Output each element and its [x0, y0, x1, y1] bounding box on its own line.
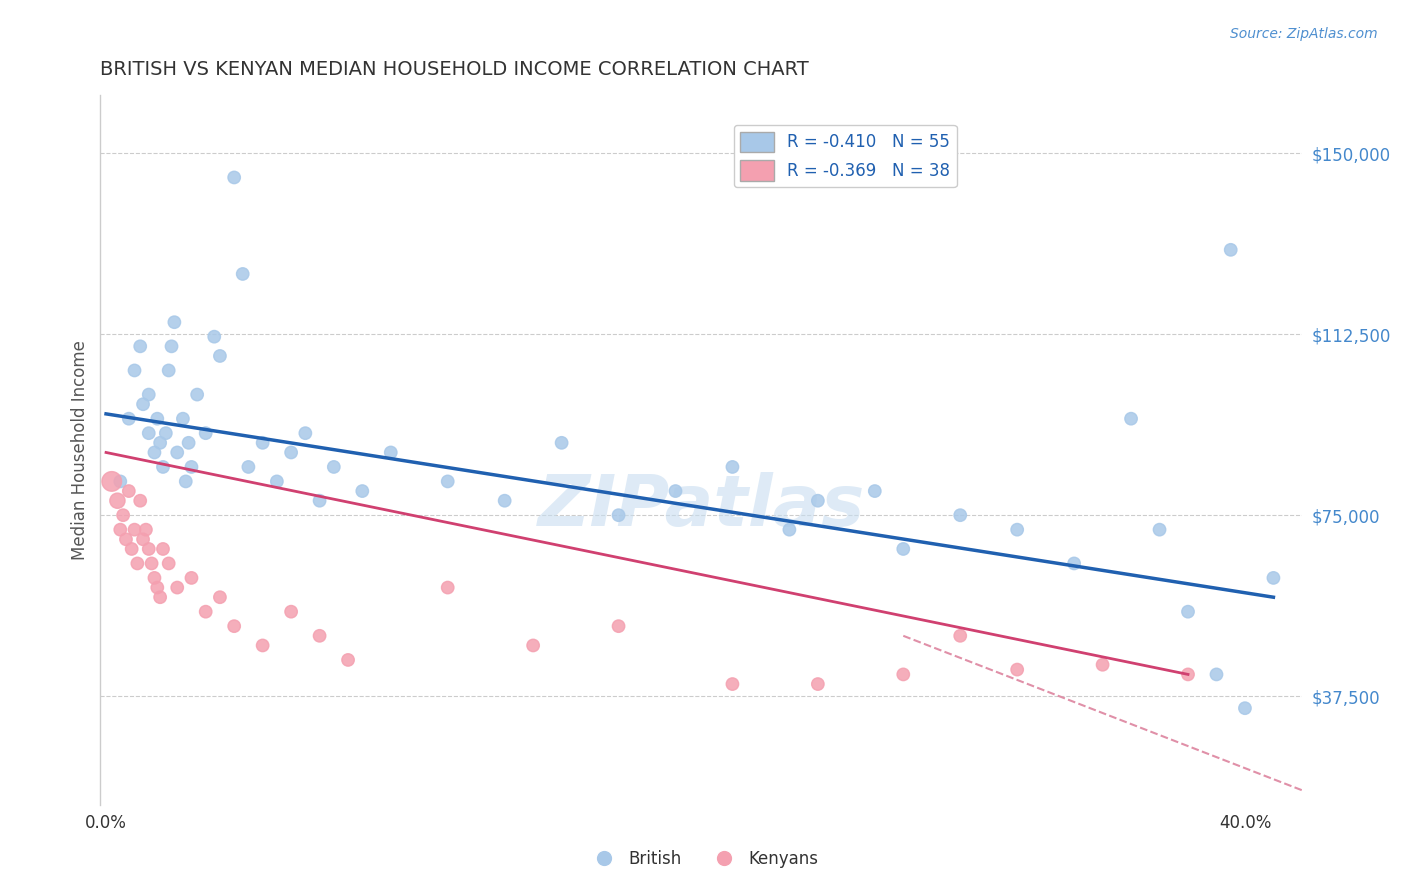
Point	[352, 484, 374, 499]
Point	[157, 363, 180, 377]
Point	[308, 493, 330, 508]
Point	[115, 533, 138, 547]
Point	[141, 557, 163, 571]
Point	[138, 541, 160, 556]
Point	[494, 493, 516, 508]
Point	[949, 508, 972, 523]
Point	[1205, 667, 1227, 681]
Point	[238, 459, 260, 474]
Point	[1091, 657, 1114, 672]
Point	[550, 435, 572, 450]
Point	[208, 591, 231, 605]
Text: BRITISH VS KENYAN MEDIAN HOUSEHOLD INCOME CORRELATION CHART: BRITISH VS KENYAN MEDIAN HOUSEHOLD INCOM…	[100, 60, 808, 78]
Point	[172, 411, 194, 425]
Point	[146, 411, 169, 425]
Point	[174, 475, 197, 489]
Point	[778, 523, 800, 537]
Point	[149, 435, 172, 450]
Legend: R = -0.410   N = 55, R = -0.369   N = 38: R = -0.410 N = 55, R = -0.369 N = 38	[734, 125, 957, 187]
Point	[118, 484, 141, 499]
Point	[607, 508, 630, 523]
Point	[280, 445, 302, 459]
Text: ZIPatlas: ZIPatlas	[537, 472, 865, 541]
Point	[180, 571, 202, 585]
Point	[194, 426, 217, 441]
Point	[110, 523, 132, 537]
Point	[436, 581, 458, 595]
Point	[1119, 411, 1142, 425]
Point	[863, 484, 886, 499]
Point	[180, 459, 202, 474]
Point	[380, 445, 402, 459]
Point	[155, 426, 177, 441]
Point	[308, 629, 330, 643]
Point	[721, 677, 744, 691]
Point	[124, 363, 146, 377]
Point	[132, 533, 155, 547]
Point	[522, 639, 544, 653]
Point	[1005, 663, 1028, 677]
Point	[127, 557, 149, 571]
Point	[807, 493, 830, 508]
Point	[202, 329, 225, 343]
Point	[436, 475, 458, 489]
Point	[949, 629, 972, 643]
Point	[294, 426, 316, 441]
Point	[194, 605, 217, 619]
Point	[807, 677, 830, 691]
Point	[143, 571, 166, 585]
Point	[138, 426, 160, 441]
Text: Source: ZipAtlas.com: Source: ZipAtlas.com	[1230, 27, 1378, 41]
Point	[135, 523, 157, 537]
Point	[607, 619, 630, 633]
Point	[129, 493, 152, 508]
Point	[224, 619, 246, 633]
Point	[166, 445, 188, 459]
Point	[177, 435, 200, 450]
Point	[160, 339, 183, 353]
Point	[166, 581, 188, 595]
Point	[664, 484, 686, 499]
Point	[118, 411, 141, 425]
Point	[129, 339, 152, 353]
Point	[1177, 667, 1199, 681]
Point	[252, 639, 274, 653]
Point	[280, 605, 302, 619]
Point	[152, 459, 174, 474]
Point	[143, 445, 166, 459]
Point	[1063, 557, 1085, 571]
Point	[337, 653, 360, 667]
Y-axis label: Median Household Income: Median Household Income	[72, 340, 89, 560]
Point	[152, 541, 174, 556]
Point	[208, 349, 231, 363]
Point	[132, 397, 155, 411]
Point	[224, 170, 246, 185]
Point	[124, 523, 146, 537]
Point	[107, 493, 129, 508]
Point	[146, 581, 169, 595]
Point	[1219, 243, 1241, 257]
Point	[891, 541, 914, 556]
Point	[1263, 571, 1285, 585]
Point	[163, 315, 186, 329]
Point	[1149, 523, 1171, 537]
Point	[157, 557, 180, 571]
Point	[112, 508, 135, 523]
Point	[110, 475, 132, 489]
Point	[1005, 523, 1028, 537]
Point	[1233, 701, 1256, 715]
Point	[149, 591, 172, 605]
Point	[721, 459, 744, 474]
Point	[138, 387, 160, 401]
Point	[232, 267, 254, 281]
Point	[100, 475, 122, 489]
Point	[186, 387, 208, 401]
Point	[322, 459, 344, 474]
Point	[121, 541, 143, 556]
Point	[252, 435, 274, 450]
Point	[891, 667, 914, 681]
Point	[1177, 605, 1199, 619]
Point	[266, 475, 288, 489]
Legend: British, Kenyans: British, Kenyans	[581, 844, 825, 875]
